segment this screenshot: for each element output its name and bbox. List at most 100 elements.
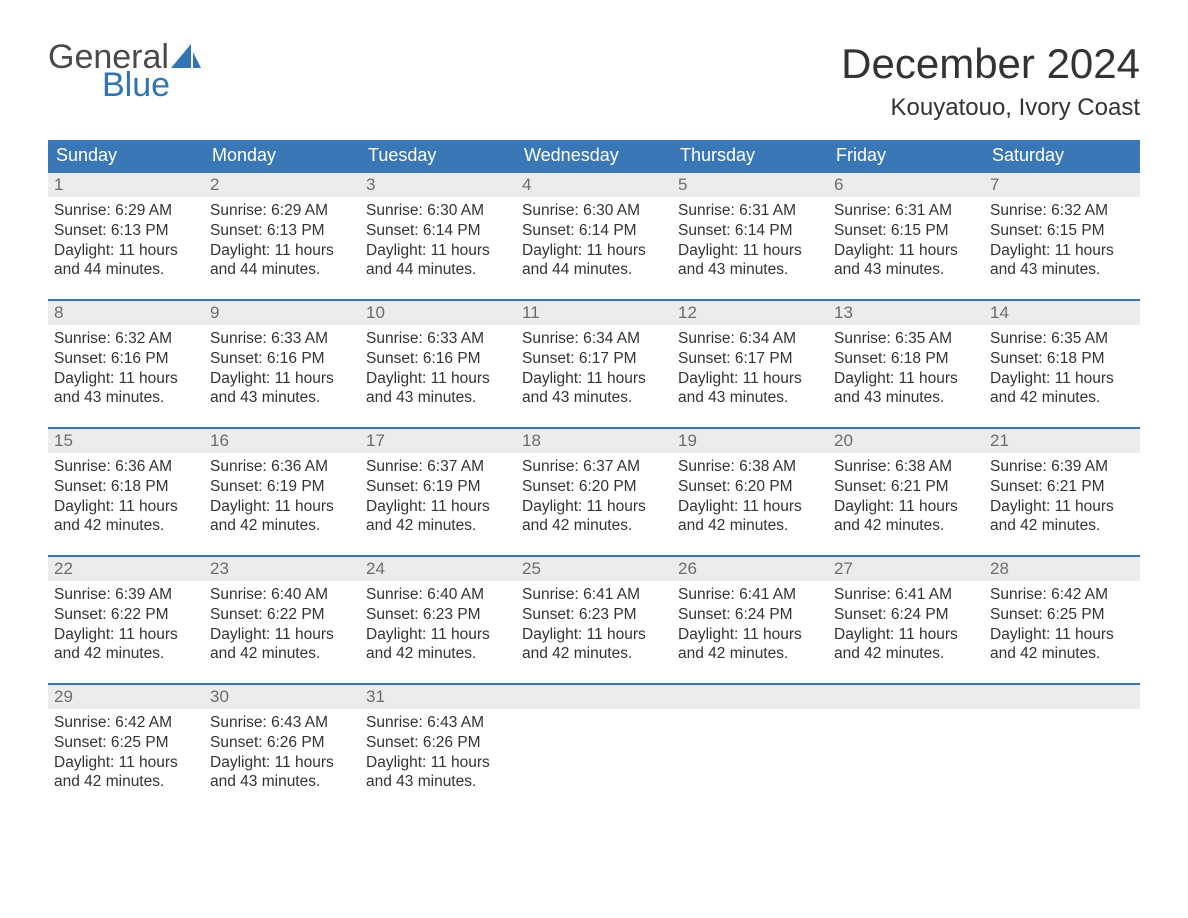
daylight-line-1: Daylight: 11 hours (210, 241, 354, 261)
daylight-line-1: Daylight: 11 hours (54, 497, 198, 517)
day-number: 23 (204, 557, 360, 581)
day-number: 21 (984, 429, 1140, 453)
day-number: 16 (204, 429, 360, 453)
day-header: Sunday (48, 140, 204, 172)
empty-day-bar (984, 685, 1140, 709)
calendar-day-cell (672, 684, 828, 812)
day-details: Sunrise: 6:29 AMSunset: 6:13 PMDaylight:… (204, 197, 360, 280)
day-header: Saturday (984, 140, 1140, 172)
calendar-day-cell: 15Sunrise: 6:36 AMSunset: 6:18 PMDayligh… (48, 428, 204, 556)
calendar-day-cell: 22Sunrise: 6:39 AMSunset: 6:22 PMDayligh… (48, 556, 204, 684)
sunset-line: Sunset: 6:19 PM (210, 477, 354, 497)
daylight-line-1: Daylight: 11 hours (990, 497, 1134, 517)
calendar-week-row: 8Sunrise: 6:32 AMSunset: 6:16 PMDaylight… (48, 300, 1140, 428)
sunset-line: Sunset: 6:25 PM (990, 605, 1134, 625)
day-details: Sunrise: 6:43 AMSunset: 6:26 PMDaylight:… (204, 709, 360, 792)
day-number: 25 (516, 557, 672, 581)
sunrise-line: Sunrise: 6:35 AM (990, 329, 1134, 349)
day-details: Sunrise: 6:32 AMSunset: 6:15 PMDaylight:… (984, 197, 1140, 280)
day-number: 31 (360, 685, 516, 709)
day-number: 2 (204, 173, 360, 197)
sunset-line: Sunset: 6:19 PM (366, 477, 510, 497)
day-number: 24 (360, 557, 516, 581)
daylight-line-2: and 42 minutes. (834, 644, 978, 664)
day-number: 27 (828, 557, 984, 581)
sunrise-line: Sunrise: 6:36 AM (54, 457, 198, 477)
daylight-line-2: and 43 minutes. (366, 388, 510, 408)
sunrise-line: Sunrise: 6:34 AM (678, 329, 822, 349)
day-details: Sunrise: 6:30 AMSunset: 6:14 PMDaylight:… (360, 197, 516, 280)
day-number: 1 (48, 173, 204, 197)
sunset-line: Sunset: 6:15 PM (834, 221, 978, 241)
day-number: 26 (672, 557, 828, 581)
day-number: 10 (360, 301, 516, 325)
sunset-line: Sunset: 6:18 PM (834, 349, 978, 369)
calendar-week-row: 15Sunrise: 6:36 AMSunset: 6:18 PMDayligh… (48, 428, 1140, 556)
day-number: 9 (204, 301, 360, 325)
sunset-line: Sunset: 6:14 PM (678, 221, 822, 241)
sunset-line: Sunset: 6:14 PM (366, 221, 510, 241)
sunrise-line: Sunrise: 6:29 AM (210, 201, 354, 221)
day-number: 4 (516, 173, 672, 197)
sunrise-line: Sunrise: 6:42 AM (54, 713, 198, 733)
day-header: Friday (828, 140, 984, 172)
daylight-line-2: and 43 minutes. (522, 388, 666, 408)
day-number: 19 (672, 429, 828, 453)
sunrise-line: Sunrise: 6:38 AM (834, 457, 978, 477)
day-number: 22 (48, 557, 204, 581)
sunrise-line: Sunrise: 6:41 AM (678, 585, 822, 605)
calendar-day-cell: 10Sunrise: 6:33 AMSunset: 6:16 PMDayligh… (360, 300, 516, 428)
daylight-line-1: Daylight: 11 hours (990, 369, 1134, 389)
daylight-line-2: and 42 minutes. (210, 644, 354, 664)
calendar-day-cell: 3Sunrise: 6:30 AMSunset: 6:14 PMDaylight… (360, 172, 516, 300)
day-details: Sunrise: 6:35 AMSunset: 6:18 PMDaylight:… (984, 325, 1140, 408)
daylight-line-1: Daylight: 11 hours (54, 241, 198, 261)
daylight-line-2: and 44 minutes. (54, 260, 198, 280)
sunset-line: Sunset: 6:22 PM (54, 605, 198, 625)
daylight-line-2: and 42 minutes. (678, 644, 822, 664)
sunrise-line: Sunrise: 6:43 AM (210, 713, 354, 733)
day-details: Sunrise: 6:36 AMSunset: 6:18 PMDaylight:… (48, 453, 204, 536)
sunrise-line: Sunrise: 6:39 AM (990, 457, 1134, 477)
calendar-day-cell: 27Sunrise: 6:41 AMSunset: 6:24 PMDayligh… (828, 556, 984, 684)
day-details: Sunrise: 6:38 AMSunset: 6:20 PMDaylight:… (672, 453, 828, 536)
daylight-line-2: and 43 minutes. (834, 388, 978, 408)
sunrise-line: Sunrise: 6:33 AM (210, 329, 354, 349)
daylight-line-1: Daylight: 11 hours (522, 369, 666, 389)
sunset-line: Sunset: 6:23 PM (366, 605, 510, 625)
day-number: 30 (204, 685, 360, 709)
calendar-day-cell: 23Sunrise: 6:40 AMSunset: 6:22 PMDayligh… (204, 556, 360, 684)
day-details: Sunrise: 6:34 AMSunset: 6:17 PMDaylight:… (672, 325, 828, 408)
calendar-day-cell: 1Sunrise: 6:29 AMSunset: 6:13 PMDaylight… (48, 172, 204, 300)
sail-icon (171, 44, 201, 68)
day-details: Sunrise: 6:41 AMSunset: 6:24 PMDaylight:… (672, 581, 828, 664)
day-number: 7 (984, 173, 1140, 197)
daylight-line-1: Daylight: 11 hours (54, 753, 198, 773)
calendar-day-cell: 5Sunrise: 6:31 AMSunset: 6:14 PMDaylight… (672, 172, 828, 300)
daylight-line-2: and 43 minutes. (678, 388, 822, 408)
sunrise-line: Sunrise: 6:32 AM (990, 201, 1134, 221)
day-details: Sunrise: 6:40 AMSunset: 6:22 PMDaylight:… (204, 581, 360, 664)
calendar-week-row: 22Sunrise: 6:39 AMSunset: 6:22 PMDayligh… (48, 556, 1140, 684)
daylight-line-1: Daylight: 11 hours (678, 369, 822, 389)
calendar-day-cell: 30Sunrise: 6:43 AMSunset: 6:26 PMDayligh… (204, 684, 360, 812)
day-details: Sunrise: 6:39 AMSunset: 6:22 PMDaylight:… (48, 581, 204, 664)
day-details: Sunrise: 6:31 AMSunset: 6:14 PMDaylight:… (672, 197, 828, 280)
sunrise-line: Sunrise: 6:30 AM (522, 201, 666, 221)
sunset-line: Sunset: 6:24 PM (834, 605, 978, 625)
daylight-line-2: and 43 minutes. (990, 260, 1134, 280)
daylight-line-1: Daylight: 11 hours (54, 369, 198, 389)
day-details: Sunrise: 6:39 AMSunset: 6:21 PMDaylight:… (984, 453, 1140, 536)
daylight-line-2: and 44 minutes. (210, 260, 354, 280)
daylight-line-2: and 42 minutes. (522, 644, 666, 664)
day-number: 3 (360, 173, 516, 197)
day-details: Sunrise: 6:33 AMSunset: 6:16 PMDaylight:… (204, 325, 360, 408)
sunrise-line: Sunrise: 6:39 AM (54, 585, 198, 605)
sunset-line: Sunset: 6:21 PM (834, 477, 978, 497)
day-header: Tuesday (360, 140, 516, 172)
daylight-line-1: Daylight: 11 hours (54, 625, 198, 645)
daylight-line-2: and 42 minutes. (210, 516, 354, 536)
daylight-line-2: and 42 minutes. (54, 516, 198, 536)
daylight-line-2: and 44 minutes. (522, 260, 666, 280)
daylight-line-1: Daylight: 11 hours (834, 369, 978, 389)
